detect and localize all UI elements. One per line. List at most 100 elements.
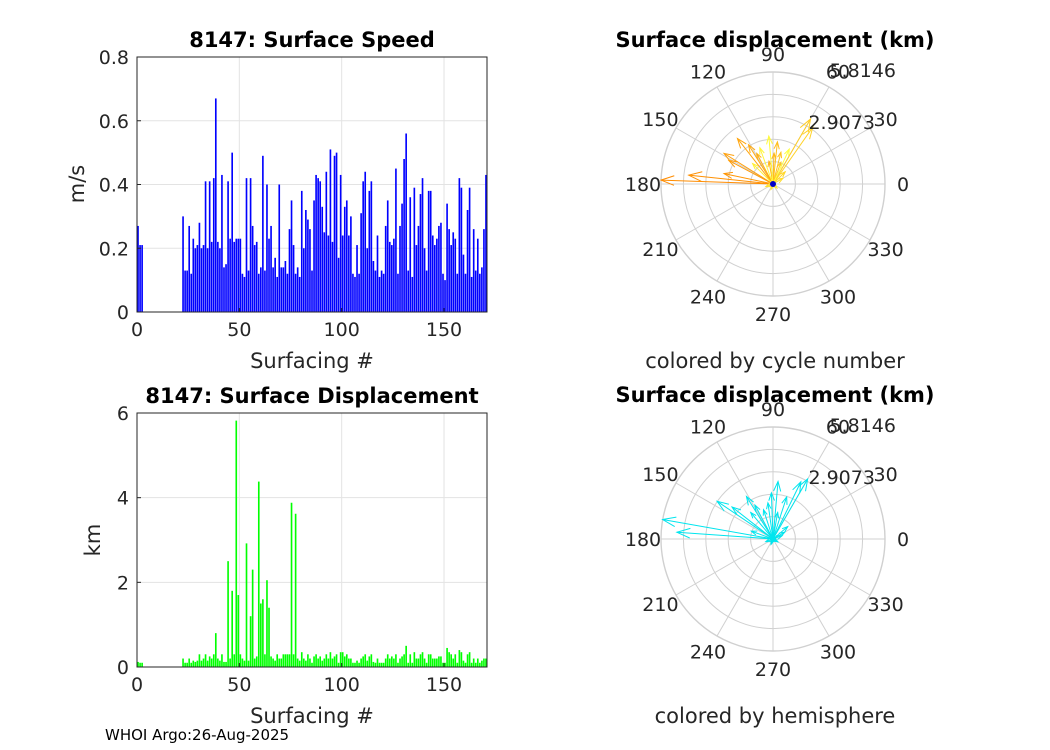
bar: [356, 660, 358, 667]
bar: [229, 238, 231, 312]
bar: [241, 273, 244, 312]
bar: [446, 203, 448, 312]
bar: [257, 481, 260, 667]
bar: [397, 662, 399, 667]
bar: [356, 245, 358, 312]
polar-angle-label: 60: [826, 61, 850, 83]
bar: [444, 280, 446, 312]
bar: [440, 656, 442, 667]
bar: [196, 245, 199, 312]
bar: [399, 225, 401, 312]
bar: [474, 270, 477, 312]
polar-arrow-head: [675, 527, 691, 539]
bar: [286, 273, 289, 312]
bar: [362, 656, 364, 667]
bar: [348, 235, 350, 312]
bar: [139, 662, 141, 667]
bar: [427, 190, 430, 312]
polar-arrow-shaft: [752, 163, 774, 185]
bar: [317, 178, 319, 312]
bar: [182, 216, 184, 312]
bar: [288, 654, 291, 667]
polar-arrow-shaft: [772, 148, 790, 185]
bar: [464, 662, 467, 667]
bar: [470, 662, 473, 667]
polar-arrow-head: [764, 537, 772, 543]
bar: [343, 206, 346, 312]
polar-radius-label: 2.9073: [808, 112, 874, 134]
bar: [249, 178, 252, 312]
bar: [294, 513, 297, 667]
bar: [386, 654, 389, 667]
polar-cycle-grid: [660, 71, 886, 297]
bar: [212, 178, 215, 312]
bar: [321, 660, 324, 667]
polar-angle-label: 150: [642, 109, 678, 131]
x-tick-label: 150: [426, 674, 462, 696]
bar: [345, 200, 348, 312]
bar: [274, 257, 276, 312]
polar-hemisphere-caption: colored by hemisphere: [655, 704, 896, 728]
bar: [270, 225, 272, 312]
bar: [262, 155, 264, 312]
bar: [255, 241, 258, 312]
bar: [262, 599, 264, 667]
bar: [190, 662, 193, 667]
bar: [329, 652, 332, 667]
bar: [372, 661, 375, 667]
bar: [452, 232, 455, 312]
bar: [458, 650, 461, 667]
bar: [237, 238, 240, 312]
bar: [444, 662, 446, 667]
bar: [397, 273, 399, 312]
bar: [200, 660, 203, 667]
polar-arrow: [745, 495, 774, 540]
bar: [425, 270, 428, 312]
bar: [348, 658, 350, 667]
bar: [221, 654, 223, 667]
bar: [343, 656, 346, 667]
bar: [378, 276, 381, 312]
bar: [272, 658, 274, 667]
bar: [194, 661, 197, 667]
bar: [311, 270, 313, 312]
bar: [388, 658, 391, 667]
bar: [460, 652, 463, 667]
polar-angle-label: 30: [873, 109, 897, 131]
bar: [442, 273, 444, 312]
bar: [227, 181, 229, 312]
displacement-chart-axes-box: [136, 412, 488, 668]
bar: [354, 662, 356, 667]
bar: [190, 273, 193, 312]
polar-cycle-title: Surface displacement (km): [615, 28, 934, 52]
bar: [243, 276, 246, 312]
bar: [364, 171, 367, 312]
polar-arrow-head: [747, 143, 756, 154]
polar-arrow-shaft: [731, 506, 774, 540]
polar-arrow: [772, 477, 809, 540]
bar: [210, 658, 213, 667]
polar-arrow-shaft: [723, 152, 774, 185]
bar: [403, 159, 405, 312]
bar: [393, 238, 395, 312]
polar-arrow: [749, 530, 774, 540]
polar-arrow: [749, 511, 774, 540]
bar: [341, 235, 344, 312]
polar-arrow-head: [661, 516, 677, 527]
bar: [282, 267, 285, 312]
polar-arrow: [754, 503, 774, 540]
bar: [327, 658, 330, 667]
polar-arrow-shaft: [772, 496, 788, 540]
bar: [405, 133, 407, 312]
bar: [243, 660, 246, 667]
bar: [239, 238, 242, 312]
polar-arrow: [687, 171, 774, 185]
bar: [421, 652, 424, 667]
polar-arrow-head: [730, 506, 742, 516]
bar: [382, 273, 385, 312]
x-tick-label: 100: [324, 319, 360, 341]
bar: [198, 654, 201, 667]
polar-arrow-shaft: [772, 481, 779, 540]
bar: [296, 267, 299, 312]
polar-spoke: [675, 183, 774, 241]
